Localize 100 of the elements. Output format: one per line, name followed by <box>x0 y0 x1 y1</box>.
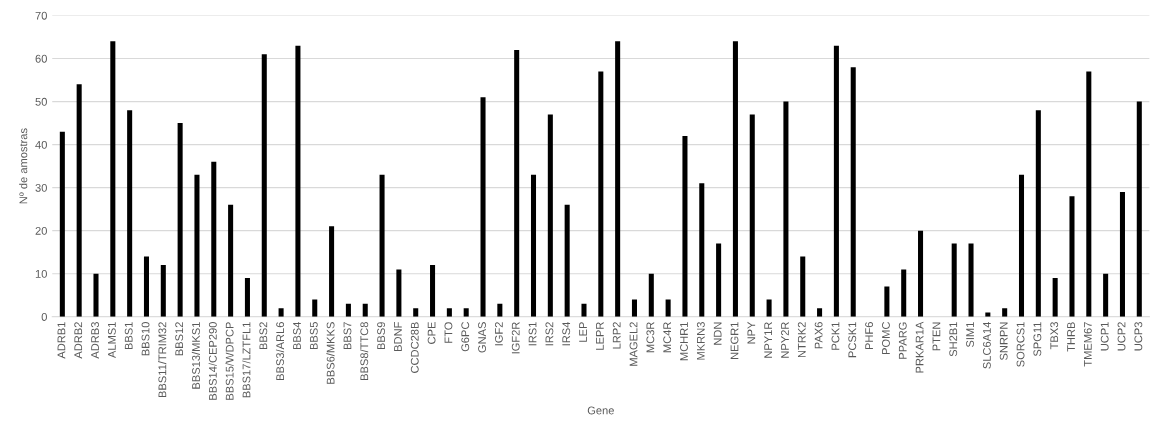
x-tick-label: UCP1 <box>1100 322 1109 351</box>
bar <box>766 299 772 317</box>
x-tick-label: NPY1R <box>764 322 772 358</box>
bar <box>547 114 553 317</box>
bar <box>732 41 738 317</box>
bar <box>1002 308 1008 317</box>
x-tick-label: CPE <box>427 322 436 344</box>
x-tick-label: BBS11/TRIM32 <box>158 322 167 398</box>
x-tick-label: POMC <box>882 322 890 355</box>
x-tick-label: ADRB3 <box>91 322 99 359</box>
x-tick-label: ADRB2 <box>74 322 83 359</box>
x-tick-label: THRB <box>1067 322 1075 352</box>
bar <box>682 136 688 317</box>
x-tick-label: BBS6/MKKS <box>326 322 335 384</box>
x-tick-label: GNAS <box>478 322 487 353</box>
x-tick-label: BDNF <box>394 322 402 351</box>
bar <box>463 308 469 317</box>
x-tick-label: SH2B1 <box>949 322 958 357</box>
bar <box>514 49 520 317</box>
x-tick-label: LRP2 <box>612 322 621 349</box>
bar <box>59 131 65 317</box>
bar <box>817 308 823 317</box>
x-tick-label: IRS4 <box>562 321 571 346</box>
x-tick-label: IRS1 <box>528 322 537 346</box>
bar <box>362 303 368 317</box>
x-axis-title: Gene <box>587 406 614 415</box>
bar <box>345 303 351 317</box>
y-axis-title: Nº de amostras <box>19 128 28 204</box>
bar <box>1136 101 1142 317</box>
x-tick-label: LEP <box>579 322 587 342</box>
x-tick-label: BBS8/TTC8 <box>360 322 369 380</box>
x-tick-label: PCK1 <box>831 322 840 350</box>
x-tick-label: TMEM67 <box>1083 322 1092 367</box>
x-tick-label: NDN <box>713 322 722 345</box>
x-tick-label: BBS4 <box>293 321 301 350</box>
bar <box>295 45 301 317</box>
x-tick-label: ADRB1 <box>57 322 66 359</box>
x-tick-label: BBS1 <box>124 322 133 350</box>
x-tick-label: BBS14/CEP290 <box>208 322 217 400</box>
bar <box>396 269 402 317</box>
x-tick-label: BBS9 <box>377 322 386 350</box>
x-tick-label: BBS12 <box>175 322 184 356</box>
bar <box>699 183 705 317</box>
bar <box>1069 196 1075 317</box>
x-tick-label: BBS5 <box>309 322 318 350</box>
bar <box>968 243 974 317</box>
x-tick-label: PTEN <box>932 322 941 351</box>
bar <box>716 243 722 317</box>
x-tick-label: BBS10 <box>141 322 150 356</box>
bar <box>211 161 217 317</box>
x-tick-label: LEPR <box>596 322 604 350</box>
bar <box>1086 71 1092 317</box>
x-tick-label: IGF2R <box>511 322 520 354</box>
x-tick-label: SPG11 <box>1033 322 1042 357</box>
bar <box>194 174 200 317</box>
bar <box>530 174 537 317</box>
x-tick-label: CCDC28B <box>410 322 419 373</box>
bar <box>1052 278 1058 317</box>
y-tick-label: 50 <box>35 97 47 106</box>
bar <box>379 174 385 317</box>
bar <box>1035 110 1041 317</box>
bar <box>850 67 856 317</box>
bar <box>901 269 907 317</box>
bar <box>261 54 267 317</box>
bar <box>884 286 890 317</box>
x-tick-label: ALMS1 <box>107 322 116 359</box>
bar <box>480 97 486 317</box>
bar <box>581 303 587 317</box>
x-tick-label: SORCS1 <box>1016 322 1025 367</box>
x-tick-label: IGF2 <box>494 322 503 346</box>
bar <box>329 226 335 317</box>
x-tick-label: SLC6A14 <box>982 321 991 369</box>
x-tick-label: TBX3 <box>1050 322 1059 350</box>
x-tick-label: BBS3/ARL6 <box>275 322 285 380</box>
bar <box>446 308 452 317</box>
bar <box>244 278 250 317</box>
x-tick-label: PCSK1 <box>848 322 857 358</box>
x-tick-label: MKRN3 <box>696 322 705 360</box>
y-tick-label: 70 <box>35 11 47 20</box>
bar <box>110 41 116 317</box>
y-tick-label: 20 <box>35 226 47 235</box>
bar <box>648 273 654 317</box>
bar <box>93 273 99 317</box>
x-tick-label: FTO <box>444 322 453 343</box>
bar <box>127 110 133 317</box>
x-tick-label: IRS2 <box>545 322 554 346</box>
bar <box>413 308 419 317</box>
y-tick-label: 10 <box>35 269 47 278</box>
x-tick-label: MC4R <box>663 322 672 353</box>
x-tick-label: BBS13/MKS1 <box>191 322 200 389</box>
x-tick-label: BBS2 <box>259 322 268 350</box>
bar <box>177 123 183 317</box>
x-tick-label: PHF6 <box>865 322 874 350</box>
x-tick-label: PPARG <box>898 322 907 359</box>
x-tick-label: SIM1 <box>966 322 974 348</box>
bar <box>783 101 789 317</box>
y-tick-label: 60 <box>35 54 47 63</box>
bar <box>615 41 621 317</box>
bar <box>312 299 318 317</box>
bar <box>1119 191 1125 317</box>
